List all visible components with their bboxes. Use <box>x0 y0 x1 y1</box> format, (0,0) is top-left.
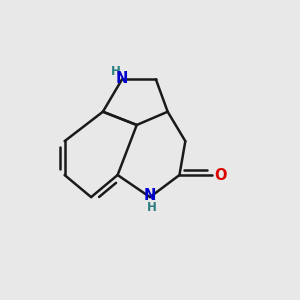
Text: H: H <box>111 65 121 79</box>
Text: N: N <box>115 71 128 86</box>
Text: H: H <box>146 201 156 214</box>
Text: N: N <box>144 188 156 203</box>
Text: O: O <box>214 167 227 182</box>
